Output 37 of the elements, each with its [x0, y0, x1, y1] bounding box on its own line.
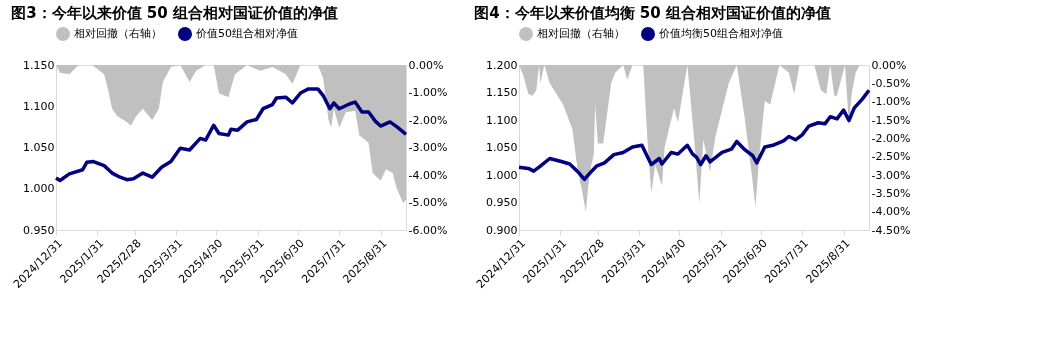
y2-tick-label: -3.50% [871, 186, 911, 200]
y-tick-label: 0.950 [486, 196, 518, 209]
legend-label: 价值50组合相对净值 [195, 27, 298, 40]
y2-tick-label: -4.00% [408, 168, 448, 182]
y2-tick-label: 0.00% [871, 58, 907, 72]
y2-tick-label: -2.50% [871, 150, 911, 164]
y2-tick-label: -1.00% [408, 86, 448, 99]
y2-tick-label: -2.00% [871, 131, 911, 145]
y-tick-label: 1.150 [486, 86, 518, 99]
line-series [517, 88, 871, 182]
y2-tick-label: -1.50% [871, 113, 911, 127]
y2-tick-label: -6.00% [408, 223, 448, 237]
legend-label: 相对回撤（右轴） [74, 27, 162, 40]
chart-title: 图3：今年以来价值 50 组合相对国证价值的净值 [11, 4, 338, 22]
y-tick-label: 0.950 [23, 223, 55, 237]
y2-tick-label: -4.50% [871, 223, 911, 237]
line-series [54, 87, 408, 183]
y-tick-label: 1.150 [23, 58, 55, 72]
y2-tick-label: -5.00% [408, 196, 448, 209]
legend-label: 价值均衡50组合相对净值 [658, 27, 783, 40]
y2-tick-label: 0.00% [408, 58, 444, 72]
y-tick-label: 1.050 [23, 141, 55, 154]
y-tick-label: 1.000 [486, 168, 518, 182]
y2-tick-label: -3.00% [408, 141, 448, 154]
y-tick-label: 1.000 [23, 182, 55, 196]
legend-label: 相对回撤（右轴） [537, 27, 625, 40]
y-tick-label: 0.900 [486, 223, 518, 237]
y2-tick-label: -4.00% [871, 205, 911, 219]
y-tick-label: 1.100 [486, 113, 518, 127]
y-tick-label: 1.200 [486, 58, 518, 72]
y2-tick-label: -2.00% [408, 113, 448, 127]
y-tick-label: 1.100 [23, 99, 55, 113]
y2-tick-label: -1.00% [871, 95, 911, 109]
y-tick-label: 1.050 [486, 141, 518, 154]
y2-tick-label: -3.00% [871, 168, 911, 182]
y2-tick-label: -0.50% [871, 76, 911, 90]
chart-title: 图4：今年以来价值均衡 50 组合相对国证价值的净值 [474, 4, 831, 22]
